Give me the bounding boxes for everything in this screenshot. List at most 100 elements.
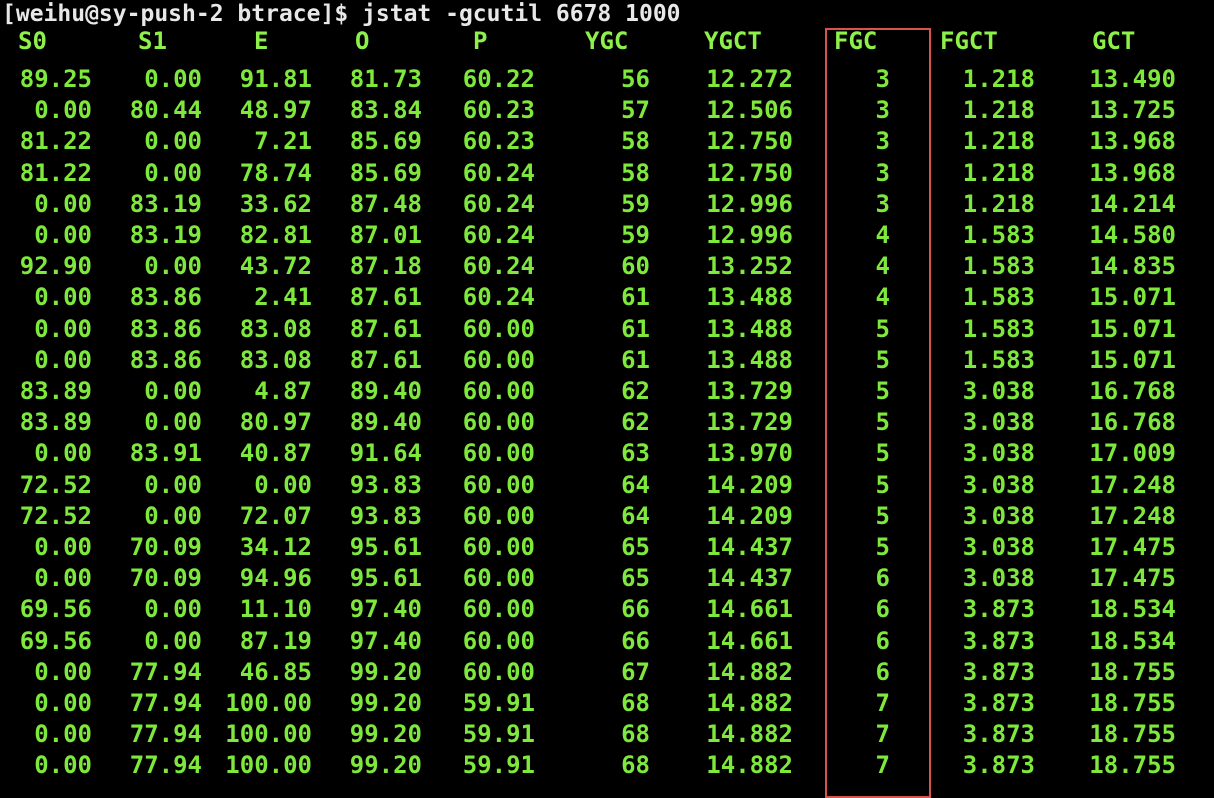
cell-o: 99.20 [349, 751, 422, 780]
cell-ygct: 12.996 [706, 221, 793, 249]
cell-s0: 83.89 [19, 377, 92, 405]
cell-gct: 17.248 [1089, 501, 1176, 530]
column-header-fgc: FGC [834, 27, 878, 55]
cell-fgc: 3 [875, 127, 890, 156]
table-row: 0.00 70.09 94.96 95.61 60.00 65 14.437 6 3.038 17… [0, 563, 1214, 594]
cell-e: 83.08 [239, 314, 312, 343]
cell-s0: 72.52 [19, 501, 92, 530]
cell-p: 60.24 [462, 189, 535, 218]
cell-s0: 0.00 [34, 283, 92, 312]
cell-p: 60.00 [462, 595, 535, 624]
cell-ygct: 12.506 [706, 96, 793, 125]
cell-fgc: 4 [875, 252, 890, 281]
table-row: 0.00 77.94 100.00 99.20 59.91 68 14.882 7 3.873 1… [0, 688, 1214, 719]
cell-s0: 83.89 [19, 408, 92, 437]
cell-s1: 0.00 [144, 377, 202, 405]
cell-gct: 13.968 [1089, 127, 1176, 156]
cell-p: 60.22 [462, 65, 535, 93]
cell-o: 87.01 [349, 221, 422, 249]
cell-fgc: 4 [875, 221, 890, 249]
cell-fgc: 5 [875, 345, 890, 374]
cell-e: 48.97 [239, 96, 312, 125]
cell-gct: 17.248 [1089, 470, 1176, 499]
cell-fgct: 3.038 [962, 533, 1035, 561]
cell-e: 87.19 [239, 626, 312, 655]
cell-ygc: 63 [621, 439, 650, 468]
cell-fgct: 3.038 [962, 564, 1035, 593]
table-row: 69.56 0.00 11.10 97.40 60.00 66 14.661 6 3.873 18… [0, 594, 1214, 625]
cell-ygct: 13.252 [706, 252, 793, 281]
cell-fgc: 4 [875, 283, 890, 312]
cell-ygc: 66 [621, 595, 650, 624]
cell-o: 97.40 [349, 595, 422, 624]
table-row: 0.00 83.19 82.81 87.01 60.24 59 12.996 4 1.583 14… [0, 220, 1214, 251]
cell-gct: 17.475 [1089, 564, 1176, 593]
cell-s1: 83.91 [129, 439, 202, 468]
cell-e: 2.41 [254, 283, 312, 312]
column-header-s1: S1 [138, 27, 167, 55]
cell-ygc: 58 [621, 158, 650, 187]
cell-ygc: 58 [621, 127, 650, 156]
cell-s1: 70.09 [129, 564, 202, 593]
cell-e: 82.81 [239, 221, 312, 249]
cell-s0: 0.00 [34, 345, 92, 374]
cell-s0: 0.00 [34, 657, 92, 686]
table-row: 69.56 0.00 87.19 97.40 60.00 66 14.661 6 3.873 18… [0, 626, 1214, 657]
table-row: 81.22 0.00 7.21 85.69 60.23 58 12.750 3 1.218 13.… [0, 126, 1214, 157]
cell-gct: 15.071 [1089, 314, 1176, 343]
cell-ygc: 61 [621, 314, 650, 343]
cell-s0: 0.00 [34, 221, 92, 249]
cell-e: 0.00 [254, 470, 312, 499]
cell-fgc: 5 [875, 501, 890, 530]
cell-p: 60.24 [462, 283, 535, 312]
cell-fgc: 3 [875, 189, 890, 218]
cell-s1: 0.00 [144, 252, 202, 281]
cell-ygc: 65 [621, 564, 650, 593]
cell-o: 99.20 [349, 720, 422, 749]
cell-ygct: 13.729 [706, 408, 793, 437]
cell-e: 78.74 [239, 158, 312, 187]
cell-s0: 92.90 [19, 252, 92, 281]
cell-ygct: 14.661 [706, 595, 793, 624]
cell-s0: 0.00 [34, 96, 92, 125]
cell-o: 95.61 [349, 533, 422, 561]
cell-fgct: 3.873 [962, 720, 1035, 749]
cell-s1: 0.00 [144, 158, 202, 187]
cell-s0: 0.00 [34, 314, 92, 343]
cell-e: 34.12 [239, 533, 312, 561]
cell-gct: 18.534 [1089, 626, 1176, 655]
cell-fgct: 3.038 [962, 439, 1035, 468]
cell-o: 89.40 [349, 408, 422, 437]
fgc-column-highlight-box [825, 28, 931, 798]
table-row: 0.00 83.91 40.87 91.64 60.00 63 13.970 5 3.038 17… [0, 438, 1214, 469]
cell-ygct: 14.209 [706, 470, 793, 499]
cell-ygc: 62 [621, 377, 650, 405]
cell-ygc: 65 [621, 533, 650, 561]
cell-ygct: 14.661 [706, 626, 793, 655]
cell-fgct: 1.583 [962, 314, 1035, 343]
column-header-o: O [355, 27, 370, 55]
cell-s1: 0.00 [144, 127, 202, 156]
table-row: 0.00 83.86 83.08 87.61 60.00 61 13.488 5 1.583 15… [0, 345, 1214, 376]
cell-o: 91.64 [349, 439, 422, 468]
cell-ygct: 14.882 [706, 689, 793, 717]
cell-fgct: 3.873 [962, 657, 1035, 686]
cell-e: 100.00 [225, 689, 312, 717]
cell-fgct: 1.218 [962, 65, 1035, 93]
cell-e: 83.08 [239, 345, 312, 374]
cell-ygc: 62 [621, 408, 650, 437]
cell-o: 87.48 [349, 189, 422, 218]
cell-s1: 77.94 [129, 689, 202, 717]
cell-e: 100.00 [225, 751, 312, 780]
cell-ygc: 68 [621, 720, 650, 749]
cell-ygc: 59 [621, 221, 650, 249]
column-header-p: P [473, 27, 488, 55]
cell-p: 60.00 [462, 314, 535, 343]
cell-p: 60.00 [462, 439, 535, 468]
cell-s0: 69.56 [19, 626, 92, 655]
cell-gct: 13.968 [1089, 158, 1176, 187]
cell-fgct: 3.873 [962, 626, 1035, 655]
column-header-ygct: YGCT [704, 27, 762, 55]
cell-gct: 14.214 [1089, 189, 1176, 218]
